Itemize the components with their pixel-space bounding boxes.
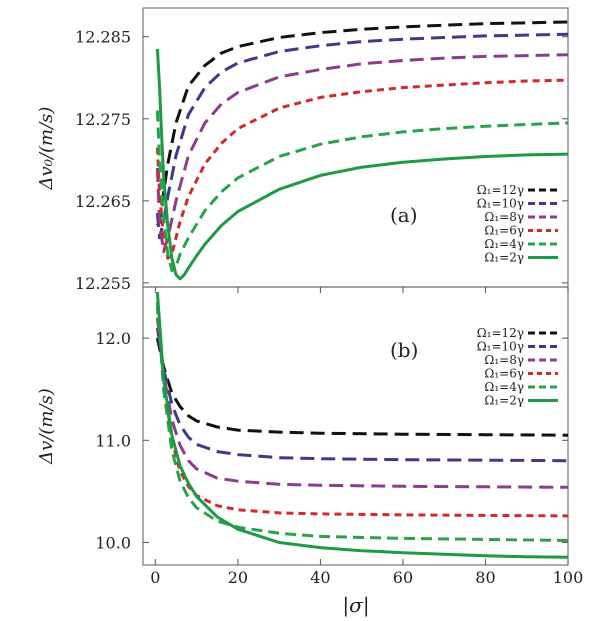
series-line-2 — [155, 32, 569, 240]
legend-label: Ω₁=6γ — [484, 367, 524, 381]
series-line-4 — [155, 78, 569, 260]
panel-b: (b) Δv/(m/s) 10.0 11.0 12.0 0 20 40 60 80 100 Ω… — [36, 286, 584, 618]
legend-label: Ω₁=8γ — [484, 210, 524, 224]
legend-label: Ω₁=8γ — [484, 353, 524, 367]
legend-label: Ω₁=2γ — [484, 394, 524, 408]
legend-label: Ω₁=4γ — [484, 380, 524, 394]
series-line-1 — [155, 337, 569, 437]
series-line-3 — [155, 317, 569, 489]
series-line-5 — [155, 110, 569, 273]
legend-label: Ω₁=10γ — [477, 197, 524, 211]
y-tick-label: 12.255 — [75, 274, 131, 293]
legend-label: Ω₁=6γ — [484, 224, 524, 238]
x-tick-label: 100 — [553, 568, 584, 587]
panel-a-label: (a) — [390, 203, 418, 227]
x-tick-label: 60 — [393, 568, 413, 587]
y-tick-label: 12.265 — [75, 192, 131, 211]
panel-b-frame — [142, 286, 569, 566]
y-tick-label: 12.0 — [95, 329, 131, 348]
series-line-3 — [155, 53, 569, 254]
legend-label: Ω₁=2γ — [484, 251, 524, 265]
legend-label: Ω₁=12γ — [477, 183, 524, 197]
x-tick-label: 80 — [475, 568, 495, 587]
series-line-1 — [156, 20, 569, 227]
panel-b-label: (b) — [390, 338, 418, 362]
legend-label: Ω₁=12γ — [477, 326, 524, 340]
series-line-2 — [155, 327, 569, 463]
x-tick-label: 20 — [228, 568, 248, 587]
x-axis-label: |σ| — [342, 593, 369, 618]
legend-label: Ω₁=4γ — [484, 237, 524, 251]
legend-label: Ω₁=10γ — [477, 340, 524, 354]
series-line-6 — [155, 291, 569, 559]
panel-a: (a) Δv₀/(m/s) 12.255 12.265 12.275 12.285 Ω… — [36, 7, 569, 293]
panel-a-ylabel: Δv₀/(m/s) — [36, 107, 57, 191]
x-tick-label: 40 — [310, 568, 330, 587]
y-tick-label: 12.285 — [75, 28, 131, 47]
y-tick-label: 10.0 — [95, 534, 131, 553]
x-tick-label: 0 — [150, 568, 160, 587]
series-line-6 — [155, 48, 569, 281]
panel-b-ylabel: Δv/(m/s) — [36, 388, 57, 465]
y-tick-label: 11.0 — [95, 431, 131, 450]
y-tick-label: 12.275 — [75, 110, 131, 129]
